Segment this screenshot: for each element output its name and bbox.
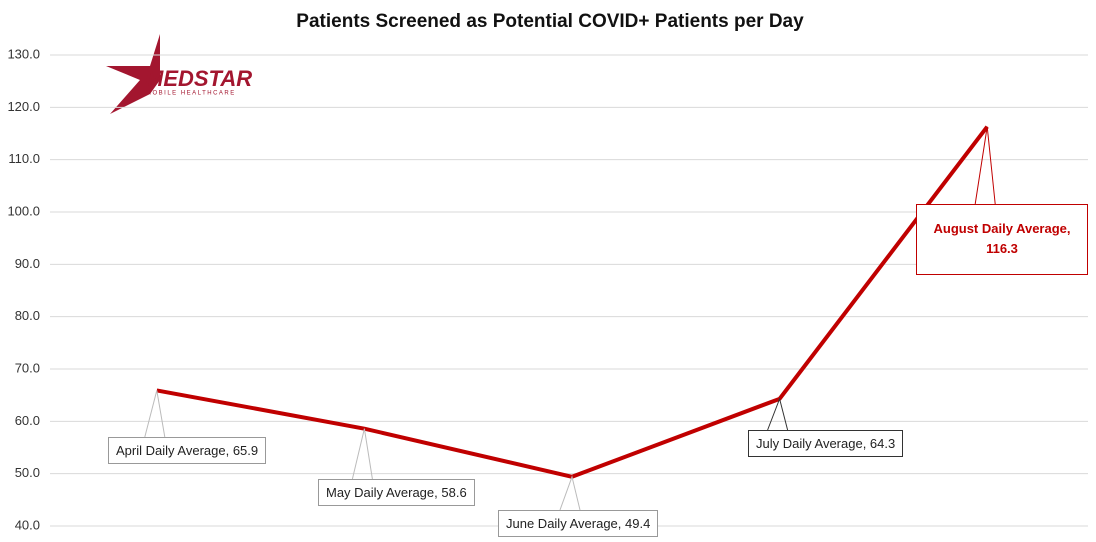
logo-star (106, 34, 160, 114)
y-tick-label: 130.0 (7, 46, 40, 61)
y-tick-label: 60.0 (15, 413, 40, 428)
data-label: August Daily Average, 116.3 (916, 204, 1088, 275)
y-tick-label: 80.0 (15, 308, 40, 323)
data-label: July Daily Average, 64.3 (748, 430, 904, 457)
y-tick-label: 40.0 (15, 517, 40, 532)
y-tick-label: 70.0 (15, 360, 40, 375)
data-label: April Daily Average, 65.9 (108, 437, 267, 464)
chart-title: Patients Screened as Potential COVID+ Pa… (296, 11, 804, 32)
callout-pointer (351, 428, 373, 480)
data-label: June Daily Average, 49.4 (498, 510, 659, 537)
callout-pointer (559, 475, 581, 511)
logo: MEDSTAR MOBILE HEALTHCARE (106, 34, 252, 114)
callout-pointer (144, 390, 166, 438)
line (156, 125, 989, 479)
y-tick-label: 110.0 (8, 151, 40, 166)
logo-subtitle: MOBILE HEALTHCARE (146, 91, 236, 97)
callout-pointer (974, 126, 996, 205)
y-tick-label: 120.0 (7, 99, 40, 114)
callout-pointer (767, 397, 789, 431)
data-label: May Daily Average, 58.6 (318, 479, 475, 506)
y-tick-label: 100.0 (7, 203, 40, 218)
y-tick-label: 50.0 (15, 465, 40, 480)
logo-name: MEDSTAR (145, 66, 252, 91)
y-tick-label: 90.0 (15, 256, 40, 271)
